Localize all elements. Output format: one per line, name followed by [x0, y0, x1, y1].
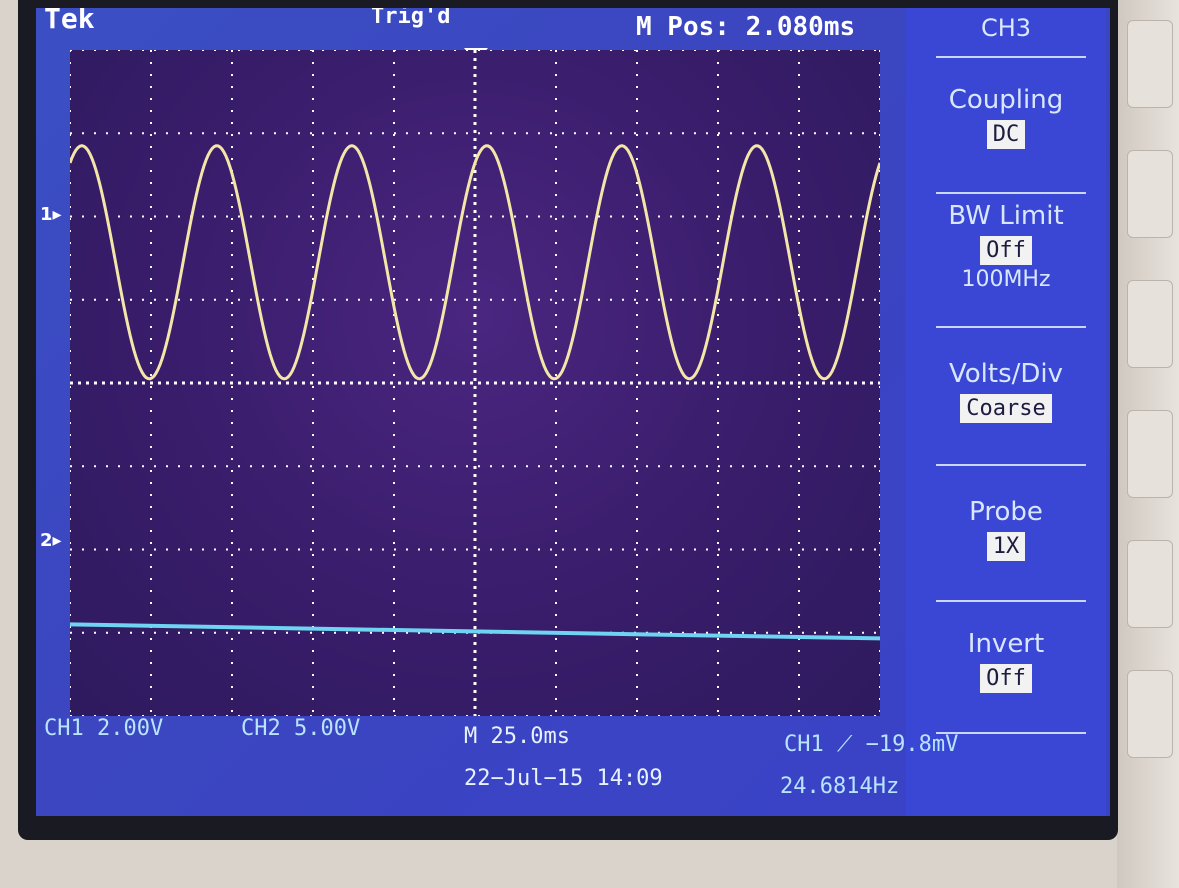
menu-divider — [936, 464, 1086, 466]
menu-label: Coupling — [948, 85, 1064, 115]
ch1-ground-marker: 1▸ — [40, 204, 62, 225]
menu-divider — [936, 326, 1086, 328]
brand-logo: Tek — [44, 8, 95, 35]
menu-label: Invert — [967, 629, 1045, 659]
menu-label: Volts/Div — [948, 359, 1064, 389]
top-status-bar: Tek Trig'd M Pos: 2.080ms — [36, 8, 916, 48]
menu-value: Coarse — [960, 394, 1052, 423]
ch1-scale-readout: CH1 2.00V — [44, 716, 164, 741]
bezel-button-2[interactable] — [1127, 150, 1173, 238]
menu-sub-label: 100MHz — [961, 267, 1051, 292]
ch2-scale-readout: CH2 5.00V — [241, 716, 361, 741]
menu-divider — [936, 192, 1086, 194]
date-time-readout: 22−Jul−15 14:09 — [464, 766, 663, 791]
bezel-button-5[interactable] — [1127, 540, 1173, 628]
menu-title: CH3 — [980, 14, 1032, 42]
trigger-readout: CH1 ⟋ −19.8mV — [784, 732, 959, 757]
ch2-ground-marker: 2▸ — [40, 530, 62, 551]
waveform-display — [70, 50, 880, 716]
menu-divider — [936, 56, 1086, 58]
bezel-button-6[interactable] — [1127, 670, 1173, 758]
bezel-button-4[interactable] — [1127, 410, 1173, 498]
menu-item-probe[interactable]: Probe 1X — [906, 496, 1106, 561]
menu-item-coupling[interactable]: Coupling DC — [906, 84, 1106, 149]
frequency-readout: 24.6814Hz — [780, 774, 900, 799]
menu-value: DC — [986, 120, 1026, 149]
menu-label: BW Limit — [948, 201, 1064, 231]
side-bezel — [1117, 0, 1179, 888]
side-menu: CH3 Coupling DC BW Limit Off 100MHz Volt… — [906, 8, 1106, 816]
oscilloscope-screen: Tek Trig'd M Pos: 2.080ms 1▸ 2▸ CH3 Coup… — [36, 8, 1110, 816]
menu-item-volts-div[interactable]: Volts/Div Coarse — [906, 358, 1106, 423]
menu-divider — [936, 600, 1086, 602]
trigger-state: Trig'd — [371, 8, 451, 29]
bezel-button-1[interactable] — [1127, 20, 1173, 108]
horizontal-position: M Pos: 2.080ms — [636, 12, 856, 42]
waveform-graticule — [70, 50, 880, 716]
menu-label: Probe — [969, 497, 1043, 527]
menu-value: 1X — [986, 532, 1026, 561]
menu-item-invert[interactable]: Invert Off — [906, 628, 1106, 693]
ch2-trace — [70, 622, 880, 641]
menu-divider — [936, 732, 1086, 734]
menu-item-bw-limit[interactable]: BW Limit Off 100MHz — [906, 200, 1106, 292]
bezel-button-3[interactable] — [1127, 280, 1173, 368]
menu-value: Off — [980, 664, 1032, 693]
timebase-readout: M 25.0ms — [464, 724, 570, 749]
menu-value: Off — [980, 236, 1032, 265]
ch1-trace — [70, 144, 880, 381]
